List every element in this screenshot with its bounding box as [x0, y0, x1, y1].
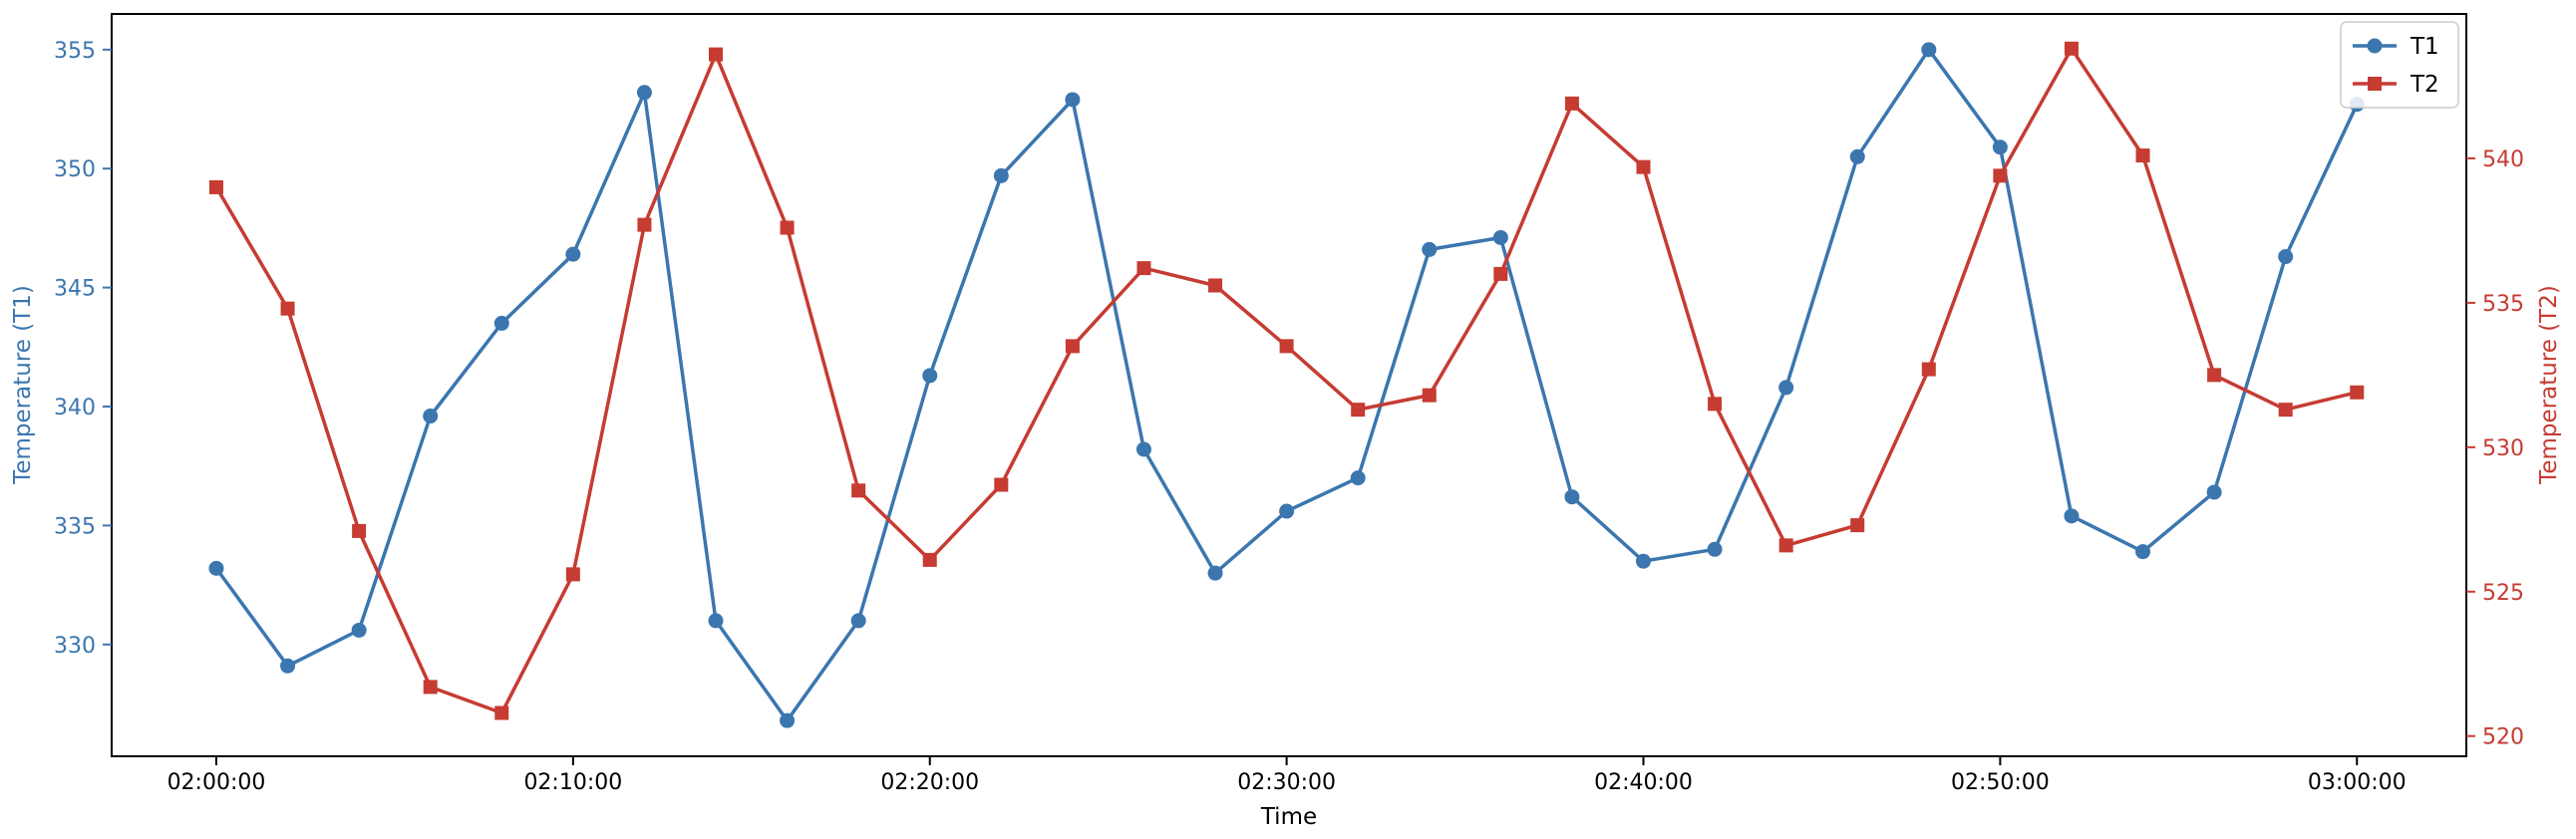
x-tick-label-5: 02:50:00	[1951, 770, 2050, 795]
y-axis-right-label: Temperature (T2)	[2536, 285, 2562, 485]
series-t1-point-25	[1992, 140, 2008, 155]
series-t2-point-9	[851, 483, 866, 498]
series-layer	[208, 41, 2365, 728]
y-left-tick-label-1: 335	[54, 514, 96, 539]
series-t2-point-11	[994, 477, 1009, 492]
legend-t2-label: T2	[2410, 72, 2439, 98]
series-t1-point-18	[1492, 229, 1508, 245]
series-t1-point-29	[2278, 249, 2294, 265]
y-left-tick-label-0: 330	[54, 634, 96, 659]
series-t2-point-2	[352, 523, 367, 538]
series-t1-point-11	[993, 167, 1009, 183]
y-right-tick-label-0: 520	[2482, 725, 2524, 750]
series-t2-point-26	[2064, 41, 2079, 56]
y-right-tick-label-1: 525	[2482, 581, 2524, 606]
y-left-tick-label-4: 350	[54, 157, 96, 182]
y-left-tick-label-2: 340	[54, 396, 96, 420]
series-t2-point-3	[423, 680, 438, 695]
y-axis-left: 330 335 340 345 350 355	[54, 39, 112, 659]
x-tick-label-0: 02:00:00	[167, 770, 266, 795]
series-t2-point-21	[1708, 397, 1723, 412]
series-t2-point-7	[709, 47, 724, 62]
series-t1-point-16	[1350, 470, 1366, 486]
y-right-tick-label-4: 540	[2482, 147, 2524, 172]
series-t2-point-18	[1493, 266, 1508, 281]
series-t2-point-1	[280, 301, 295, 316]
plot-area	[112, 14, 2466, 756]
series-t1-point-12	[1065, 92, 1081, 108]
x-tick-label-1: 02:10:00	[523, 770, 622, 795]
series-t1-point-22	[1778, 380, 1794, 396]
series-t2-point-29	[2278, 403, 2293, 418]
series-t1-point-10	[922, 368, 938, 384]
series-t2-point-17	[1422, 388, 1437, 403]
series-t1-point-1	[280, 658, 296, 674]
series-t2-point-14	[1208, 278, 1223, 293]
series-t2-point-19	[1564, 96, 1579, 111]
series-t1-point-13	[1135, 441, 1151, 457]
series-t2-point-20	[1636, 159, 1651, 174]
series-t1-point-6	[636, 85, 652, 101]
series-t1-point-28	[2206, 484, 2222, 500]
series-t2-point-23	[1850, 518, 1865, 533]
x-tick-label-3: 02:30:00	[1237, 770, 1336, 795]
series-t2-point-22	[1778, 538, 1793, 553]
series-t2-point-15	[1279, 339, 1294, 354]
series-t2-point-25	[1993, 168, 2008, 183]
y-axis-right: 520 525 530 535 540	[2466, 147, 2524, 750]
x-axis: 02:00:00 02:10:00 02:20:00 02:30:00 02:40:00…	[167, 756, 2407, 795]
y-left-tick-label-5: 355	[54, 39, 96, 64]
series-t2-point-4	[494, 705, 509, 720]
series-t1-point-15	[1279, 503, 1295, 519]
series-t2-point-30	[2350, 385, 2365, 400]
y-right-tick-label-3: 535	[2482, 292, 2524, 317]
series-t1-point-0	[208, 560, 224, 576]
series-t1-point-19	[1564, 489, 1580, 505]
x-axis-label: Time	[1260, 804, 1317, 830]
x-tick-label-2: 02:20:00	[880, 770, 979, 795]
x-tick-label-6: 03:00:00	[2308, 770, 2407, 795]
series-t2-point-24	[1921, 362, 1936, 377]
series-t1-point-26	[2064, 508, 2080, 524]
series-t2-point-5	[565, 567, 580, 582]
series-t1	[208, 42, 2365, 728]
series-t1-point-17	[1422, 241, 1438, 257]
series-t1-point-20	[1635, 553, 1651, 569]
series-t2-point-16	[1351, 403, 1366, 418]
series-t1-point-14	[1207, 565, 1223, 581]
series-t1-point-27	[2135, 544, 2151, 560]
legend-t1-label: T1	[2410, 34, 2439, 60]
x-tick-label-4: 02:40:00	[1594, 770, 1693, 795]
y-right-tick-label-2: 530	[2482, 436, 2524, 461]
series-t2	[208, 41, 2365, 720]
series-t1-point-5	[565, 246, 581, 262]
series-t1-point-8	[780, 712, 796, 728]
series-t1-point-23	[1849, 148, 1865, 164]
series-t2-point-27	[2135, 148, 2150, 163]
legend-t2-marker	[2368, 77, 2382, 91]
series-t2-point-8	[780, 220, 795, 235]
series-t1-point-4	[493, 315, 509, 331]
series-t1-point-24	[1921, 42, 1937, 58]
y-left-tick-label-3: 345	[54, 277, 96, 302]
plot-frame	[111, 13, 2467, 757]
legend-box	[2340, 21, 2459, 109]
series-t1-point-2	[351, 622, 367, 638]
legend: T1 T2	[2340, 21, 2459, 109]
series-t1-point-9	[850, 613, 866, 629]
series-t1-point-7	[708, 613, 724, 629]
series-t2-point-0	[208, 179, 223, 194]
series-t2-point-10	[922, 552, 937, 567]
series-t1-point-21	[1707, 541, 1723, 557]
legend-t1-marker	[2367, 38, 2383, 54]
series-t2-point-13	[1136, 261, 1151, 276]
series-t2-point-28	[2207, 368, 2222, 383]
series-t1-point-3	[423, 409, 439, 424]
y-axis-left-label: Temperature (T1)	[10, 285, 36, 485]
series-t2-point-12	[1065, 339, 1080, 354]
series-t2-point-6	[637, 217, 652, 232]
